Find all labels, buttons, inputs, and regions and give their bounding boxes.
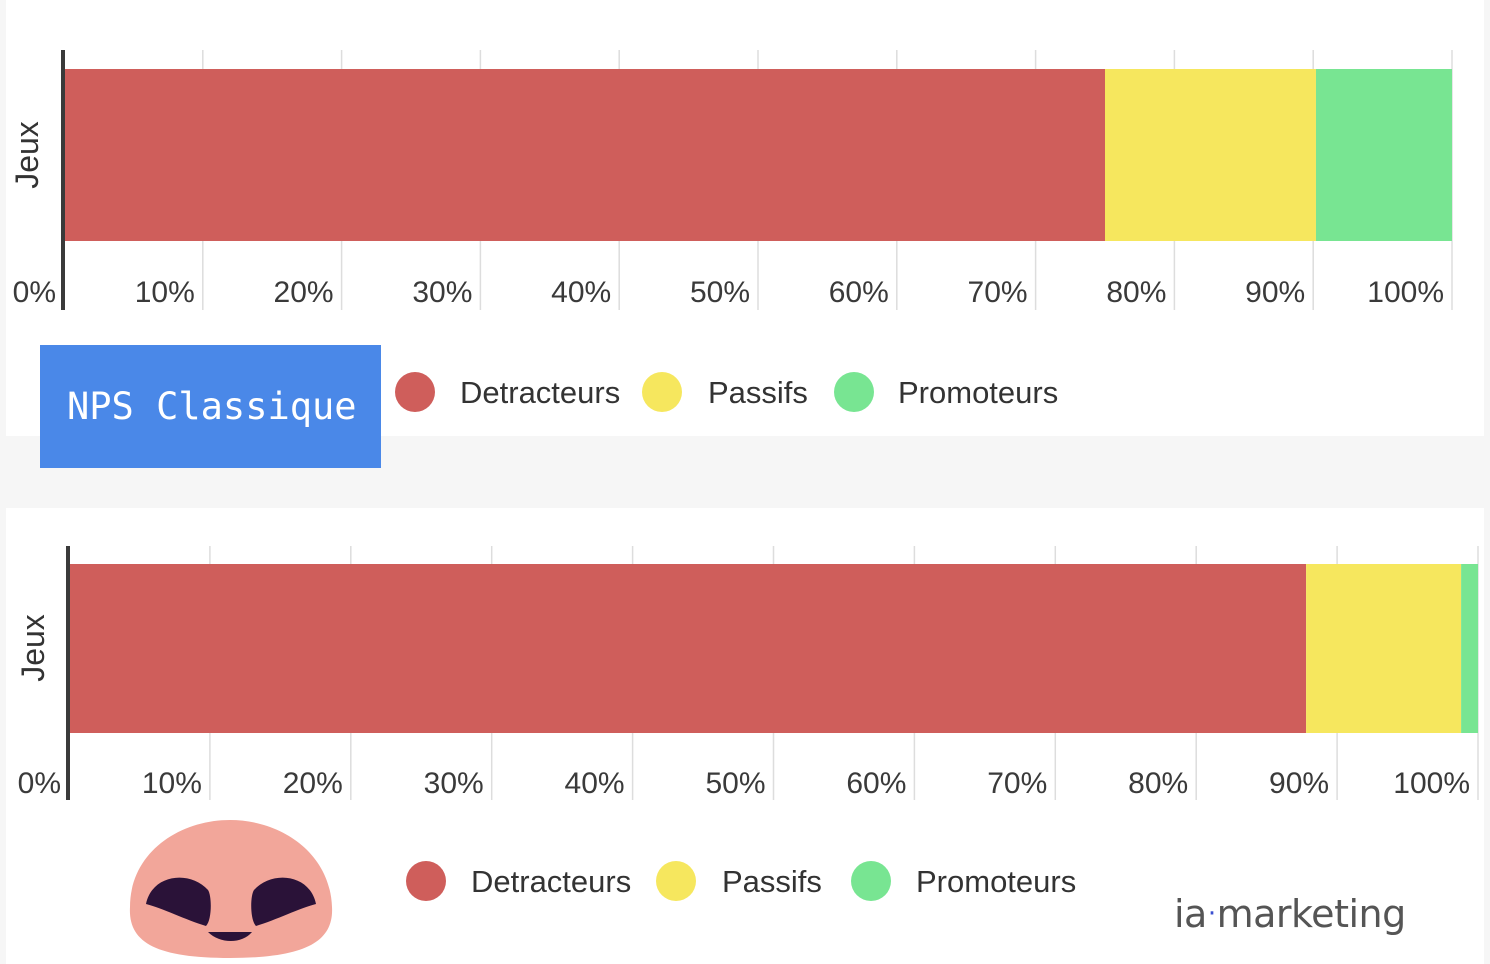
legend-label-promoteurs: Promoteurs xyxy=(898,375,1058,410)
x-tick-label: 60% xyxy=(829,276,889,309)
nps-classique-badge: NPS Classique xyxy=(40,345,381,468)
x-tick-label: 60% xyxy=(846,767,906,800)
x-tick-label: 100% xyxy=(1393,767,1470,800)
x-tick-label: 40% xyxy=(565,767,625,800)
legend-label-passifs: Passifs xyxy=(722,864,822,899)
bar-promoteurs xyxy=(1315,69,1452,241)
x-tick-label: 30% xyxy=(424,767,484,800)
legend-marker-passifs xyxy=(656,861,696,901)
x-tick-label: 100% xyxy=(1367,276,1444,309)
bar-detracteurs xyxy=(64,69,1105,241)
x-tick-label: 90% xyxy=(1245,276,1305,309)
bar-promoteurs xyxy=(1461,564,1478,733)
x-tick-label: 80% xyxy=(1128,767,1188,800)
x-tick-label: 10% xyxy=(142,767,202,800)
brand-separator: · xyxy=(1207,899,1216,929)
x-tick-label: 40% xyxy=(551,276,611,309)
x-tick-label: 50% xyxy=(690,276,750,309)
x-tick-label: 70% xyxy=(968,276,1028,309)
x-tick-label: 0% xyxy=(13,276,56,309)
brand-suffix: marketing xyxy=(1216,892,1407,936)
legend-marker-passifs xyxy=(642,372,682,412)
legend-label-promoteurs: Promoteurs xyxy=(916,864,1076,899)
legend-label-detracteurs: Detracteurs xyxy=(471,864,631,899)
legend-marker-promoteurs xyxy=(834,372,874,412)
legend-marker-detracteurs xyxy=(395,372,435,412)
bar-detracteurs xyxy=(69,564,1307,733)
legend-label-passifs: Passifs xyxy=(708,375,808,410)
nps-classique-label: NPS Classique xyxy=(67,385,357,428)
smiling-face-icon xyxy=(129,820,333,958)
x-tick-label: 70% xyxy=(987,767,1047,800)
category-label: Jeux xyxy=(9,121,45,189)
ia-marketing-logo: ia·marketing xyxy=(1174,892,1406,936)
x-tick-label: 10% xyxy=(135,276,195,309)
category-label: Jeux xyxy=(15,614,51,682)
x-tick-label: 20% xyxy=(274,276,334,309)
brand-prefix: ia xyxy=(1174,892,1207,936)
x-tick-label: 30% xyxy=(412,276,472,309)
x-tick-label: 50% xyxy=(705,767,765,800)
legend-marker-detracteurs xyxy=(406,861,446,901)
bar-passifs xyxy=(1306,564,1462,733)
x-tick-label: 0% xyxy=(18,767,61,800)
x-tick-label: 80% xyxy=(1106,276,1166,309)
x-tick-label: 20% xyxy=(283,767,343,800)
legend-marker-promoteurs xyxy=(851,861,891,901)
bar-passifs xyxy=(1105,69,1316,241)
x-tick-label: 90% xyxy=(1269,767,1329,800)
legend-label-detracteurs: Detracteurs xyxy=(460,375,620,410)
